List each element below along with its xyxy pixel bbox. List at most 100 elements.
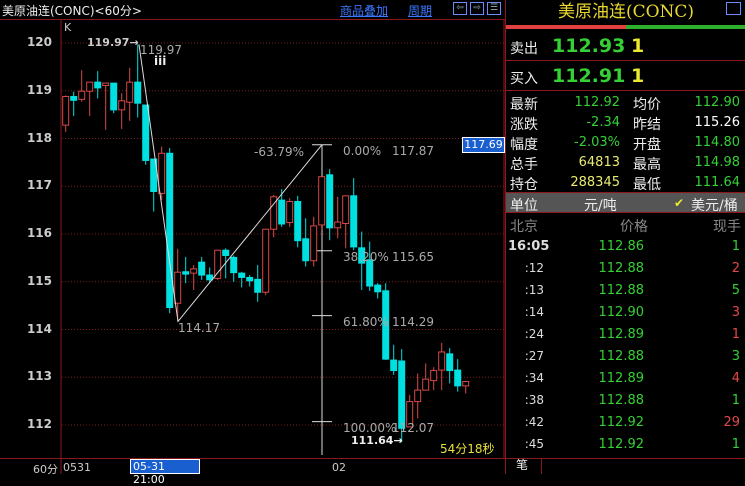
candle-body: [422, 378, 430, 391]
candle-body: [118, 100, 126, 111]
candle-body: [278, 199, 286, 225]
chart-title: 美原油连(CONC)<60分>: [2, 4, 142, 18]
fib-pct-label: 0.00%: [343, 143, 382, 158]
stat-row: 总手 64813 最高 114.98: [506, 153, 745, 173]
high-price-label: 119.97: [140, 43, 182, 57]
tick-time: :38: [524, 393, 544, 407]
x-tick-label: 0531: [63, 461, 91, 474]
tick-time: :42: [524, 415, 544, 429]
tick-price: 112.88: [598, 349, 645, 364]
tick-volume: 1: [731, 239, 740, 254]
candle-body: [110, 82, 118, 111]
y-tick-label: 116: [26, 226, 52, 240]
stat-value: 64813: [578, 155, 620, 170]
unit-option-usd-barrel[interactable]: 美元/桶: [691, 198, 738, 214]
candle-body: [62, 95, 70, 126]
candle-body: [334, 221, 342, 229]
tick-time: :13: [524, 283, 544, 297]
overlay-link[interactable]: 商品叠加: [340, 4, 389, 18]
ask-label: 卖出: [510, 41, 538, 57]
arrow-left-icon[interactable]: ⇦: [453, 2, 467, 15]
tick-price: 112.88: [598, 393, 645, 408]
candle-body: [462, 381, 470, 387]
candle-body: [222, 249, 230, 256]
bid-volume: 1: [631, 65, 645, 87]
candle-body: [286, 201, 294, 224]
fib-pct-label: 100.00%: [343, 420, 397, 435]
candle-body: [206, 274, 214, 281]
candle-body: [390, 359, 398, 372]
tick-price: 112.88: [598, 261, 645, 276]
x-tick-label: 02: [332, 461, 346, 474]
stat-label: 开盘: [633, 137, 661, 153]
layout-icon[interactable]: ☰: [487, 2, 501, 15]
unit-option-yuan-ton[interactable]: 元/吨: [584, 198, 617, 214]
tick-price: 112.92: [598, 415, 645, 430]
y-tick-label: 119: [26, 82, 52, 97]
tick-volume: 5: [731, 283, 740, 298]
y-tick-label: 113: [26, 369, 52, 384]
candle-body: [174, 271, 182, 304]
retrace-pct-label: -63.79%: [254, 145, 305, 159]
candle-body: [102, 82, 110, 86]
tick-volume: 2: [731, 261, 740, 276]
tick-row: :42 112.92 29: [506, 412, 745, 434]
stat-label: 均价: [633, 97, 661, 113]
tick-row: 16:05 112.86 1: [506, 236, 745, 258]
bid-label: 买入: [510, 71, 538, 87]
tick-volume: 3: [731, 305, 740, 320]
candle-body: [158, 152, 166, 194]
candle-body: [70, 95, 78, 101]
stat-label: 总手: [510, 157, 538, 173]
candle-body: [414, 389, 422, 403]
stat-value: 115.26: [694, 115, 741, 130]
indicator-label: K: [64, 21, 72, 34]
candlestick-chart[interactable]: [0, 0, 505, 474]
tab-ticks[interactable]: 笔: [506, 458, 542, 474]
candle-body: [254, 278, 262, 293]
period-link[interactable]: 周期: [408, 4, 433, 18]
period-label[interactable]: 60分: [33, 463, 58, 476]
tick-time: 16:05: [508, 239, 550, 254]
stat-row: 涨跌 -2.34 昨结 115.26: [506, 113, 745, 133]
stat-value: 112.90: [694, 95, 741, 110]
trend-line: [138, 44, 323, 323]
candle-body: [398, 360, 406, 429]
quote-panel: 美原油连(CONC) 卖出 112.93 1 买入 112.91 1 最新 11…: [505, 0, 745, 474]
candle-body: [358, 247, 366, 264]
maximize-icon[interactable]: [726, 2, 741, 15]
ask-price: 112.93: [552, 35, 626, 57]
stat-row: 幅度 -2.03% 开盘 114.80: [506, 133, 745, 153]
candle-body: [126, 81, 134, 103]
chart-header: 美原油连(CONC)<60分> 商品叠加 周期 ⇦ ⇨ ☰: [0, 0, 505, 20]
tick-row: :13 112.88 5: [506, 280, 745, 302]
tick-volume: 29: [723, 415, 740, 430]
candle-body: [94, 81, 102, 89]
stat-label: 最新: [510, 97, 538, 113]
stat-label: 涨跌: [510, 117, 538, 133]
quote-title: 美原油连(CONC): [557, 2, 695, 22]
tick-volume: 3: [731, 349, 740, 364]
stat-label: 幅度: [510, 137, 538, 153]
tick-header: 北京 价格 现手: [506, 214, 745, 236]
candle-body: [150, 158, 158, 193]
fib-price-label: 115.65: [392, 249, 434, 264]
tick-time: :14: [524, 305, 544, 319]
y-tick-label: 115: [26, 273, 52, 288]
candle-body: [270, 196, 278, 230]
y-tick-label: 112: [26, 417, 52, 431]
stat-label: 最高: [633, 157, 661, 173]
low-price-label: 114.17: [178, 321, 220, 335]
candle-body: [406, 401, 414, 428]
candle-body: [430, 370, 438, 382]
volume-header: 现手: [713, 219, 741, 235]
unit-label: 单位: [510, 198, 538, 214]
stat-value: 114.80: [694, 135, 741, 150]
tick-volume: 1: [731, 393, 740, 408]
candle-body: [238, 272, 246, 278]
candle-body: [86, 81, 94, 92]
stat-value: 112.92: [574, 95, 621, 110]
y-tick-label: 120: [26, 35, 52, 49]
arrow-right-icon[interactable]: ⇨: [470, 2, 484, 15]
tick-row: :14 112.90 3: [506, 302, 745, 324]
